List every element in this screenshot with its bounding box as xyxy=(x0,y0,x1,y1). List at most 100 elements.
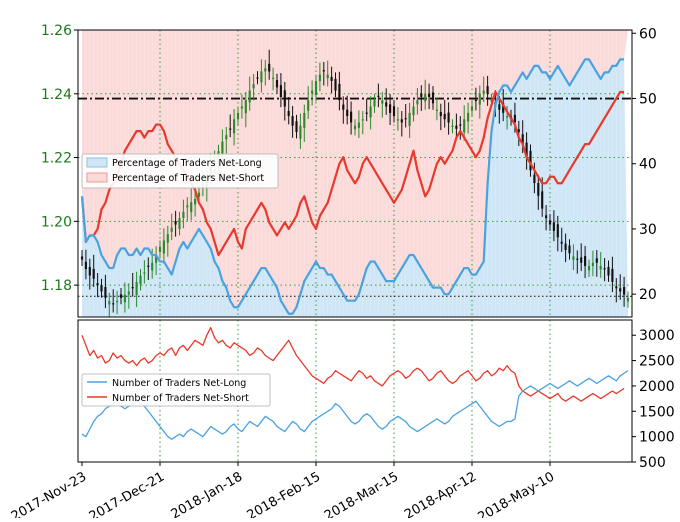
candle-body xyxy=(428,93,431,97)
candle-body xyxy=(322,70,325,72)
top-legend: Percentage of Traders Net-Long Percentage… xyxy=(81,153,279,189)
left-tick-label: 1.22 xyxy=(41,151,72,167)
candle-body xyxy=(385,102,388,107)
candle-body xyxy=(556,224,559,238)
candle-body xyxy=(303,112,306,128)
legend-label-long: Percentage of Traders Net-Long xyxy=(112,158,262,169)
right-tick-label: 1000 xyxy=(639,430,675,446)
legend-label-short: Number of Traders Net-Short xyxy=(112,393,249,404)
candle-body xyxy=(416,100,419,105)
candle-body xyxy=(552,222,555,231)
right-tick-label: 1500 xyxy=(639,404,675,420)
candle-body xyxy=(311,90,314,94)
right-tick-label: 2500 xyxy=(639,354,675,370)
candle-body xyxy=(236,112,240,120)
candle-body xyxy=(275,80,279,88)
candle-body xyxy=(353,125,357,130)
candle-body xyxy=(174,221,177,225)
candle-body xyxy=(408,112,411,126)
bottom-panel: 3000 2500 2000 1500 1000 500 Number of Traders… xyxy=(77,319,675,471)
legend-label-long: Number of Traders Net-Long xyxy=(112,378,246,389)
candle-body xyxy=(131,287,134,289)
right-tick-label: 20 xyxy=(639,287,657,303)
candle-body xyxy=(346,109,349,117)
candle-body xyxy=(389,104,392,113)
candle-body xyxy=(272,77,275,80)
candle-body xyxy=(248,90,251,103)
candle-body xyxy=(252,84,255,89)
candle-body xyxy=(486,86,489,94)
net-short-line xyxy=(80,90,625,257)
candle-body xyxy=(498,104,501,110)
x-tick-label: 2018-Jan-18 xyxy=(169,469,246,518)
candle-body xyxy=(467,112,470,122)
candle-body xyxy=(381,100,384,104)
candle-body xyxy=(478,93,481,105)
candle-body xyxy=(318,74,321,82)
candle-body xyxy=(541,191,544,209)
candle-body xyxy=(607,266,610,276)
candle-body xyxy=(587,265,591,271)
candle-body xyxy=(283,90,286,107)
candle-body xyxy=(287,110,290,117)
candle-body xyxy=(626,297,630,302)
candle-body xyxy=(580,257,583,263)
candle-body xyxy=(162,240,165,254)
left-tick-label: 1.26 xyxy=(41,23,72,39)
x-tick-label: 2018-Feb-15 xyxy=(245,469,324,518)
candle-body xyxy=(533,174,536,184)
legend-swatch-long xyxy=(86,157,108,168)
candle-body xyxy=(80,256,84,260)
candle-body xyxy=(435,109,438,111)
candle-body xyxy=(470,106,474,111)
candle-body xyxy=(178,218,181,229)
candle-body xyxy=(268,63,271,72)
candle-body xyxy=(377,95,380,97)
candle-body xyxy=(365,112,368,114)
candle-body xyxy=(502,103,505,113)
candle-body xyxy=(591,262,594,266)
candle-body xyxy=(143,272,146,274)
candle-body xyxy=(529,150,532,171)
candle-body xyxy=(400,119,403,123)
candle-body xyxy=(84,261,87,270)
candle-body xyxy=(186,205,189,208)
candle-body xyxy=(361,119,364,121)
legend-swatch-short xyxy=(86,172,108,183)
bottom-legend: Number of Traders Net-Long Number of Trad… xyxy=(81,373,271,407)
candle-body xyxy=(455,125,458,129)
x-tick-label: 2017-Dec-21 xyxy=(87,469,167,518)
candle-body xyxy=(92,268,95,279)
candle-body xyxy=(431,92,435,104)
top-plot xyxy=(78,30,632,317)
candle-body xyxy=(158,246,162,252)
candle-body xyxy=(221,141,224,154)
candle-body xyxy=(420,93,423,97)
candle-body xyxy=(447,112,450,123)
candle-body xyxy=(119,294,123,298)
candle-body xyxy=(490,100,493,102)
bottom-plot xyxy=(81,320,629,462)
candle-body xyxy=(88,266,91,276)
x-tick-label: 2018-May-10 xyxy=(476,469,558,518)
candle-body xyxy=(537,183,540,196)
legend-box xyxy=(81,373,271,407)
candle-body xyxy=(357,122,360,128)
left-tick-label: 1.20 xyxy=(41,214,72,230)
candle-body xyxy=(369,106,372,118)
right-tick-label: 50 xyxy=(639,91,657,107)
x-tick-label: 2018-Apr-12 xyxy=(402,469,479,518)
candle-body xyxy=(599,265,602,270)
x-tick-label: 2017-Nov-23 xyxy=(9,469,89,518)
candle-body xyxy=(576,258,579,260)
candle-body xyxy=(396,119,399,121)
candle-body xyxy=(548,220,552,225)
top-frame xyxy=(77,29,633,318)
candle-body xyxy=(170,227,173,232)
right-tick-label: 2000 xyxy=(639,379,675,395)
candle-body xyxy=(451,125,454,127)
candle-body xyxy=(233,119,236,134)
candle-body xyxy=(182,211,185,219)
